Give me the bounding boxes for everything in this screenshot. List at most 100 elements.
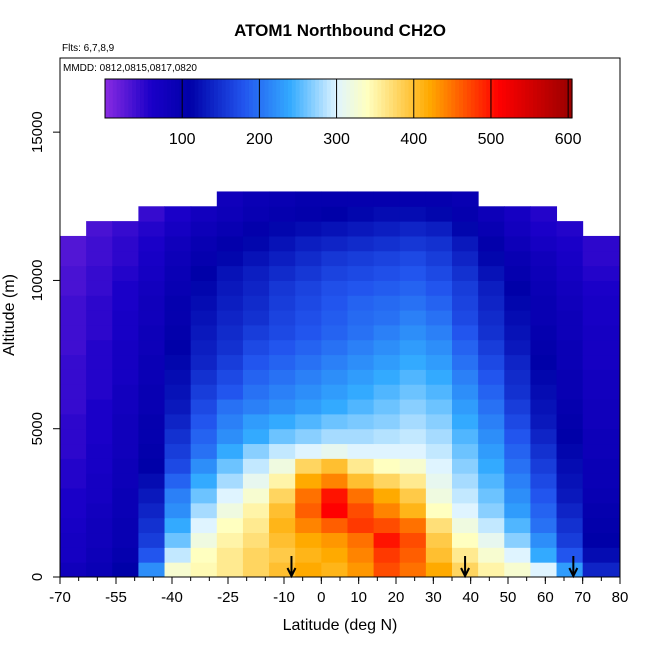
heatmap-cell [86,562,113,578]
heatmap-cell [556,384,584,400]
heatmap-cell [478,502,505,519]
heatmap-cell [478,324,505,341]
colorbar-segment [186,79,192,118]
heatmap-cell [60,488,87,504]
colorbar-segment [140,79,145,118]
heatmap-cell [321,191,348,207]
heatmap-cell [347,547,375,563]
heatmap-cell [504,443,531,459]
heatmap-cell [556,428,584,445]
heatmap-cell [190,295,218,311]
heatmap-cell [190,310,218,326]
heatmap-cell [504,502,531,519]
heatmap-cell [269,443,296,459]
heatmap-cell [295,324,322,341]
heatmap-cell [86,339,113,356]
y-tick-label: 15000 [29,111,46,153]
heatmap-cell [164,339,192,356]
heatmap-cell [556,250,584,267]
heatmap-cell [164,399,192,415]
dates-label: MMDD: 0812,0815,0817,0820 [63,63,197,74]
colorbar-segment [178,79,184,118]
heatmap-cell [478,354,505,370]
colorbar-segment [354,79,359,118]
heatmap-cell [478,339,505,356]
heatmap-cell [530,547,558,563]
heatmap-cell [112,413,139,430]
x-axis-label: Latitude (deg N) [283,617,398,634]
heatmap-cell [138,221,166,237]
heatmap-cell [556,502,584,519]
heatmap-cell [295,191,322,207]
heatmap-cell [216,517,244,534]
colorbar-tick-label: 100 [169,131,196,148]
heatmap-cell [399,384,427,400]
heatmap-cell [504,473,531,489]
heatmap-cell [216,250,244,267]
heatmap-cell [190,532,218,548]
heatmap-cell [399,310,427,326]
heatmap-cell [112,473,139,489]
heatmap-cell [164,295,192,311]
colorbar-segment [536,79,542,118]
heatmap-cell [504,235,531,252]
heatmap-cell [164,235,192,252]
heatmap-cell [269,562,296,578]
heatmap-cell [373,280,401,296]
heatmap-cell [530,221,558,237]
heatmap-cell [190,250,218,267]
heatmap-cell [295,532,322,548]
heatmap-cell [190,458,218,474]
heatmap-cell [399,399,427,415]
heatmap-cell [190,339,218,356]
heatmap-cell [112,324,139,341]
heatmap-cell [242,428,270,445]
heatmap-cell [373,562,401,578]
colorbar-segment [529,79,534,118]
heatmap-cell [164,369,192,385]
heatmap-cell [478,562,505,578]
colorbar-segment [291,79,297,118]
heatmap-cell [60,265,87,281]
heatmap-cell [347,458,375,474]
colorbar-segment [548,79,554,118]
heatmap-cell [190,280,218,296]
heatmap-cell [60,502,87,519]
colorbar-segment [108,79,114,118]
heatmap-cell [425,399,453,415]
colorbar-segment [357,79,363,118]
heatmap-cell [582,502,621,519]
heatmap-cell [321,428,348,445]
heatmap-cell [138,384,166,400]
colorbar-segment [490,79,495,118]
heatmap-cell [399,443,427,459]
heatmap-cell [112,280,139,296]
heatmap-cell [216,532,244,548]
colorbar-segment [533,79,538,118]
heatmap-cell [164,265,192,281]
heatmap-cell [190,369,218,385]
heatmap-cell [452,295,479,311]
heatmap-cell [216,324,244,341]
heatmap-cell [164,280,192,296]
heatmap-cell [216,206,244,222]
heatmap-cell [425,324,453,341]
heatmap-cell [504,458,531,474]
heatmap-cell [452,384,479,400]
heatmap-cell [242,206,270,222]
heatmap-cell [242,502,270,519]
heatmap-cell [556,547,584,563]
colorbar-segment [443,79,449,118]
colorbar-segment [268,79,273,118]
heatmap-cell [452,280,479,296]
heatmap-cell [60,250,87,267]
heatmap-cell [86,250,113,267]
heatmap-cell [269,310,296,326]
heatmap-cell [269,354,296,370]
colorbar-segment [505,79,511,118]
heatmap-cell [321,473,348,489]
heatmap-cell [216,502,244,519]
colorbar-segment [350,79,355,118]
heatmap-cell [530,206,558,222]
heatmap-cell [347,473,375,489]
